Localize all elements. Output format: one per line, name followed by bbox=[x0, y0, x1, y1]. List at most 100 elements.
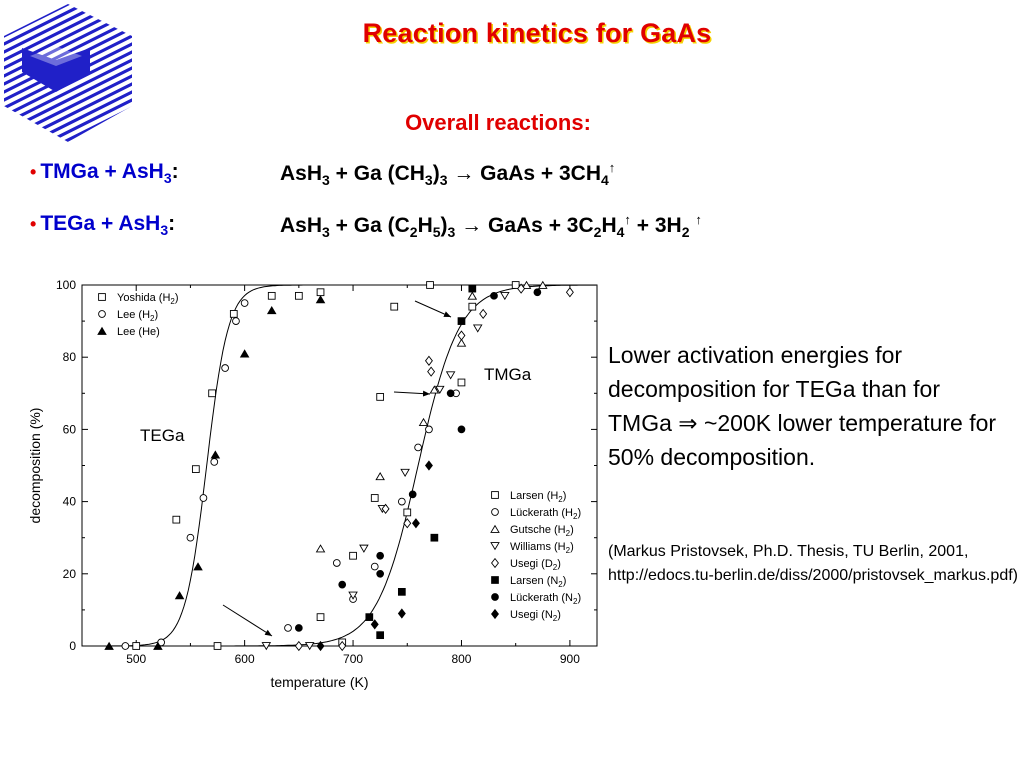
legend-marker bbox=[491, 576, 499, 584]
data-point bbox=[418, 417, 429, 427]
data-point bbox=[316, 288, 325, 297]
data-point bbox=[266, 305, 277, 315]
x-axis-label: temperature (K) bbox=[270, 674, 368, 690]
reaction-name: TEGa + AsH3 bbox=[40, 212, 169, 239]
y-tick-label: 40 bbox=[63, 495, 77, 509]
reaction-equation: AsH3 + Ga (C2H5)3 → GaAs + 3C2H4↑ + 3H2 … bbox=[280, 212, 702, 241]
series-lee-h2 bbox=[121, 299, 249, 650]
y-tick-label: 100 bbox=[56, 278, 76, 292]
data-point bbox=[435, 385, 445, 394]
legend-marker bbox=[490, 542, 500, 551]
series-usegi-n2 bbox=[316, 460, 433, 652]
data-point bbox=[172, 515, 181, 524]
reaction-equation: AsH3 + Ga (CH3)3 → GaAs + 3CH4↑ bbox=[280, 160, 616, 189]
data-point bbox=[403, 508, 412, 517]
series-l-ckerath-n2 bbox=[294, 288, 542, 632]
legend-label: Larsen (N2) bbox=[510, 575, 566, 589]
series-usegi-d2 bbox=[294, 283, 574, 652]
reaction-tega: • TEGa + AsH3: AsH3 + Ga (C2H5)3 → GaAs +… bbox=[30, 212, 702, 241]
data-point bbox=[370, 494, 379, 502]
data-point bbox=[397, 588, 406, 596]
arrow-tmga-data bbox=[414, 300, 452, 318]
data-point bbox=[267, 291, 276, 300]
data-point bbox=[376, 551, 385, 560]
data-point bbox=[349, 551, 357, 560]
data-point bbox=[430, 533, 439, 542]
data-point bbox=[479, 308, 488, 320]
reaction-name: TMGa + AsH3 bbox=[40, 160, 172, 187]
logo-cube bbox=[22, 48, 90, 92]
data-point bbox=[199, 494, 208, 502]
data-point bbox=[533, 288, 542, 297]
data-point bbox=[538, 280, 548, 289]
data-point bbox=[316, 640, 325, 652]
data-point bbox=[239, 349, 250, 358]
legend-label: Lückerath (N2) bbox=[510, 592, 581, 606]
data-point bbox=[397, 608, 406, 619]
y-tick-label: 20 bbox=[63, 567, 77, 581]
legend-label: Lee (He) bbox=[117, 326, 160, 338]
legend-marker bbox=[491, 557, 499, 569]
data-point bbox=[517, 283, 526, 294]
data-point bbox=[500, 291, 510, 301]
logo-image bbox=[4, 4, 132, 142]
data-point bbox=[457, 330, 466, 341]
data-point bbox=[210, 458, 219, 466]
data-point bbox=[424, 460, 433, 471]
activation-energy-note: Lower activation energies for decomposit… bbox=[608, 342, 997, 470]
legend-label: Larsen (H2) bbox=[510, 490, 566, 504]
legend-marker bbox=[491, 608, 499, 620]
x-tick-label: 500 bbox=[126, 652, 146, 666]
x-tick-label: 800 bbox=[451, 652, 471, 666]
legend-label: Williams (H2) bbox=[510, 541, 574, 555]
data-point bbox=[376, 393, 385, 401]
data-point bbox=[400, 468, 410, 478]
series-l-ckerath-h2 bbox=[284, 389, 460, 632]
data-point bbox=[467, 291, 478, 300]
legend-marker bbox=[491, 491, 499, 499]
x-tick-label: 900 bbox=[560, 652, 580, 666]
legend-label: Lee (H2) bbox=[117, 309, 158, 323]
data-point bbox=[381, 503, 390, 514]
data-point bbox=[338, 640, 347, 652]
y-axis-label: decomposition (%) bbox=[27, 408, 43, 524]
legend-marker bbox=[491, 593, 499, 601]
data-point bbox=[315, 295, 326, 304]
bullet: • bbox=[30, 214, 37, 234]
data-point bbox=[365, 613, 374, 621]
data-point bbox=[232, 317, 240, 325]
data-point bbox=[191, 465, 200, 473]
arrow-tega-curve bbox=[222, 604, 273, 637]
data-point bbox=[229, 310, 238, 318]
y-tick-label: 0 bbox=[69, 639, 76, 653]
legend-label: Usegi (N2) bbox=[510, 609, 561, 623]
data-point bbox=[153, 641, 163, 650]
reaction-tmga: • TMGa + AsH3: AsH3 + Ga (CH3)3 → GaAs + … bbox=[30, 160, 616, 189]
legend-marker bbox=[490, 524, 500, 533]
legend-label: Yoshida (H2) bbox=[117, 292, 179, 306]
annotation-tega: TEGa bbox=[140, 426, 185, 445]
data-point bbox=[565, 287, 574, 298]
data-point bbox=[457, 425, 466, 434]
data-point bbox=[376, 631, 385, 640]
data-point bbox=[376, 569, 385, 578]
data-point bbox=[210, 450, 221, 459]
data-point bbox=[213, 642, 222, 650]
data-point bbox=[456, 338, 467, 347]
data-point bbox=[411, 518, 420, 529]
data-point bbox=[240, 299, 249, 307]
data-point bbox=[338, 580, 347, 589]
annotation-tmga: TMGa bbox=[484, 365, 532, 384]
series-lee-he bbox=[104, 295, 326, 650]
data-point bbox=[375, 472, 385, 481]
data-point bbox=[429, 385, 440, 394]
y-tick-label: 60 bbox=[63, 422, 77, 436]
data-point bbox=[316, 613, 325, 621]
x-tick-label: 700 bbox=[343, 652, 363, 666]
series-larsen-n2 bbox=[365, 284, 477, 640]
legend-right: Larsen (H2) Lückerath (H2) Gutsche (H2) Wil… bbox=[490, 490, 581, 623]
data-point bbox=[457, 378, 466, 387]
bullet: • bbox=[30, 162, 37, 182]
reference-citation: (Markus Pristovsek, Ph.D. Thesis, TU Ber… bbox=[608, 543, 1018, 584]
data-point bbox=[261, 642, 272, 651]
